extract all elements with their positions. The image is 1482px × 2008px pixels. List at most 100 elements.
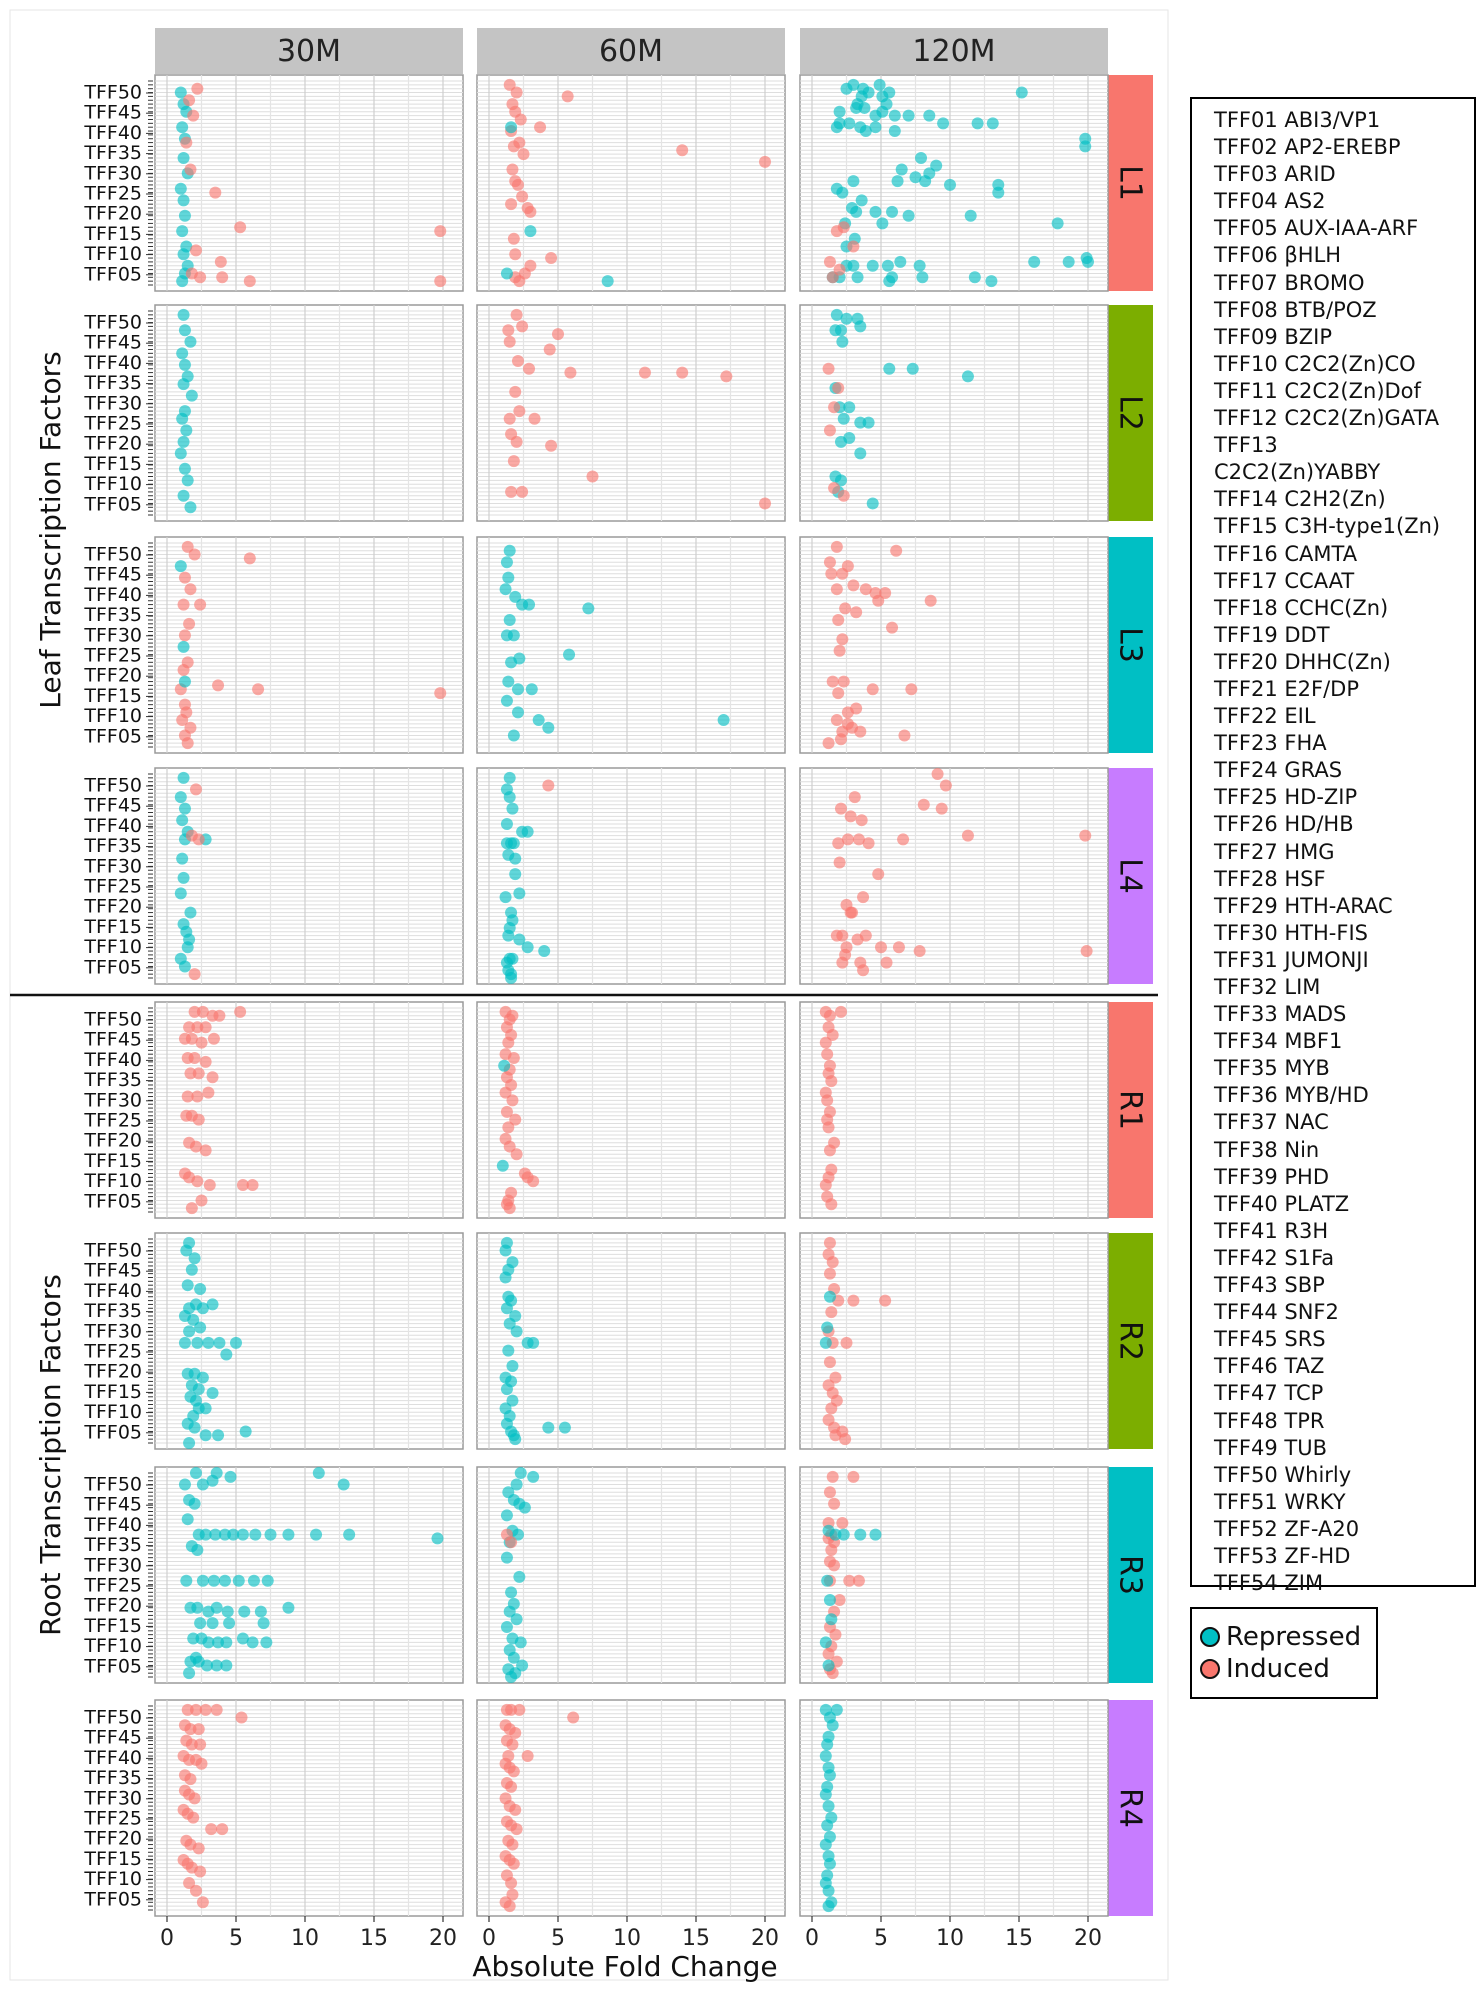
data-point: [502, 929, 515, 942]
data-point: [850, 606, 863, 619]
y-tick-label: TFF50: [83, 1240, 142, 1262]
y-tick-label: TFF25: [83, 183, 142, 205]
legend-item: TFF24 GRAS: [1214, 758, 1343, 783]
data-point: [503, 335, 516, 348]
row-strip: [1105, 305, 1153, 521]
data-point: [506, 1009, 519, 1022]
data-point: [188, 548, 201, 561]
data-point: [513, 1497, 526, 1510]
data-point: [282, 1528, 295, 1541]
data-point: [236, 1632, 249, 1645]
row-strip-label: R1: [1113, 1090, 1148, 1130]
data-point: [833, 105, 846, 118]
data-point: [188, 1497, 201, 1510]
data-point: [202, 1336, 215, 1349]
data-point: [177, 640, 190, 653]
data-point: [176, 412, 189, 425]
data-point: [194, 1283, 207, 1296]
data-point: [254, 1605, 267, 1618]
data-point: [505, 1703, 518, 1716]
data-point: [826, 1028, 839, 1041]
row-strip-label: L2: [1113, 395, 1148, 431]
data-point: [184, 501, 197, 514]
data-point: [826, 271, 839, 284]
y-tick-label: TFF35: [83, 372, 142, 394]
legend-item: TFF33 MADS: [1214, 1002, 1347, 1027]
x-tick-label: 20: [1074, 1926, 1102, 1951]
legend-item: TFF42 S1Fa: [1214, 1245, 1335, 1270]
data-point: [500, 1509, 513, 1522]
data-point: [499, 1271, 512, 1284]
legend-item: TFF20 DHHC(Zn): [1214, 649, 1391, 674]
data-point: [825, 1075, 838, 1088]
data-point: [431, 1532, 444, 1545]
data-point: [523, 598, 536, 611]
data-point: [879, 1294, 892, 1307]
data-point: [502, 1121, 515, 1134]
y-tick-label: TFF40: [83, 1514, 142, 1536]
data-point: [196, 1574, 209, 1587]
data-point: [876, 105, 889, 118]
data-point: [676, 144, 689, 157]
data-point: [192, 1067, 205, 1080]
data-point: [499, 1086, 512, 1099]
y-tick-label: TFF35: [83, 1300, 142, 1322]
data-point: [532, 714, 545, 727]
y-axis-title-root: Root Transcription Factors: [34, 1274, 67, 1636]
data-point: [834, 474, 847, 487]
data-point: [902, 109, 915, 122]
y-axis-title-leaf: Leaf Transcription Factors: [34, 351, 67, 709]
y-tick-label: TFF50: [83, 312, 142, 334]
legend-item: TFF06 βHLH: [1214, 243, 1342, 268]
data-point: [507, 140, 520, 153]
legend-item: TFF25 HD-ZIP: [1214, 785, 1358, 810]
y-tick-label: TFF50: [83, 1474, 142, 1496]
data-point: [189, 1884, 202, 1897]
data-point: [516, 320, 529, 333]
data-point: [854, 1528, 867, 1541]
data-point: [823, 1144, 836, 1157]
data-point: [196, 1005, 209, 1018]
y-tick-label: TFF30: [83, 1787, 142, 1809]
data-point: [888, 109, 901, 122]
y-tick-label: TFF45: [83, 1727, 142, 1749]
data-point: [505, 972, 518, 984]
data-point: [839, 1433, 852, 1446]
data-point: [185, 1202, 198, 1215]
data-point: [992, 186, 1005, 199]
data-point: [510, 86, 523, 99]
data-point: [527, 1336, 540, 1349]
data-point: [528, 412, 541, 425]
x-tick-label: 15: [360, 1926, 388, 1951]
y-tick-label: TFF25: [83, 645, 142, 667]
data-point: [833, 1594, 846, 1607]
data-point: [174, 447, 187, 460]
legend-item: TFF27 HMG: [1214, 839, 1335, 864]
data-point: [176, 852, 189, 865]
data-point: [823, 1857, 836, 1870]
y-tick-label: TFF50: [83, 1707, 142, 1729]
data-point: [843, 117, 856, 130]
data-point: [510, 1613, 523, 1626]
data-point: [759, 155, 771, 168]
panel-frame: [476, 1699, 786, 1917]
panel-frame: [799, 536, 1109, 754]
data-point: [243, 552, 256, 565]
data-point: [676, 366, 689, 379]
data-point: [500, 818, 513, 831]
data-point: [503, 544, 516, 557]
panel-frame: [799, 1699, 1109, 1917]
data-point: [881, 259, 894, 272]
data-point: [985, 275, 998, 288]
data-point: [829, 1628, 842, 1641]
row-strip-label: R3: [1113, 1555, 1148, 1595]
data-point: [510, 1823, 523, 1836]
y-tick-label: TFF20: [83, 1130, 142, 1152]
panel-frame: [154, 767, 464, 985]
data-point: [513, 405, 526, 418]
data-point: [846, 906, 859, 919]
data-point: [935, 802, 948, 815]
y-tick-label: TFF15: [83, 1848, 142, 1870]
data-point: [505, 121, 518, 134]
y-tick-label: TFF10: [83, 473, 142, 495]
